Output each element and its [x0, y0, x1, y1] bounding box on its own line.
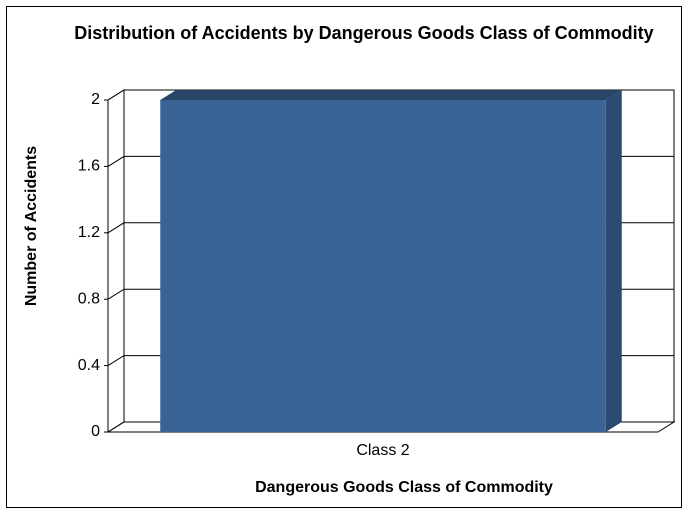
y-tick-label: 0.8 — [78, 290, 100, 307]
y-tick-label: 0 — [91, 423, 100, 440]
bar — [160, 100, 606, 432]
x-tick-label: Class 2 — [356, 442, 409, 459]
side-wall — [107, 89, 125, 433]
chart-title: Distribution of Accidents by Dangerous G… — [74, 23, 654, 43]
y-axis-label: Number of Accidents — [23, 146, 40, 306]
bar-side — [605, 90, 622, 432]
y-tick-label: 1.2 — [78, 224, 100, 241]
y-tick-label: 0.4 — [78, 357, 100, 374]
y-tick-label: 1.6 — [78, 158, 100, 175]
x-axis-label: Dangerous Goods Class of Commodity — [255, 479, 553, 496]
bar-top — [160, 90, 622, 100]
y-tick-label: 2 — [91, 91, 100, 108]
